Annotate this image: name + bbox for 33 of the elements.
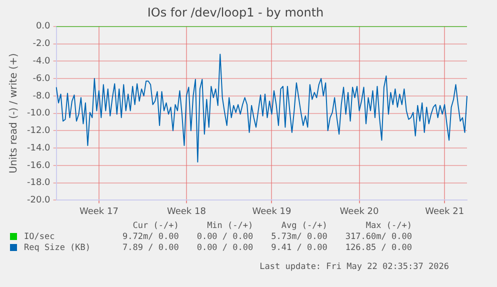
y-tick-label: -12.0 bbox=[26, 126, 51, 136]
y-tick-label: -8.0 bbox=[32, 91, 51, 102]
text: 7.89 / 0.00 bbox=[122, 243, 179, 254]
y-tick-label: -20.0 bbox=[26, 196, 51, 206]
text: 9.41 / 0.00 bbox=[270, 243, 328, 254]
y-tick-label: -18.0 bbox=[26, 178, 51, 188]
x-tick-label: Week 20 bbox=[340, 206, 380, 217]
text: Max (-/+) bbox=[364, 221, 412, 232]
chart-title: IOs for /dev/loop1 - by month bbox=[147, 5, 324, 20]
text: Min (-/+) bbox=[206, 221, 254, 232]
text: 9.72m/ 0.00 bbox=[122, 232, 179, 243]
y-tick-label: -14.0 bbox=[26, 143, 51, 154]
x-tick-label: Week 17 bbox=[79, 206, 118, 217]
y-tick-label: 0.0 bbox=[36, 22, 51, 32]
text: 317.60m/ 0.00 bbox=[344, 232, 412, 243]
text: 5.73m/ 0.00 bbox=[270, 232, 328, 243]
y-tick-label: -10.0 bbox=[26, 108, 51, 119]
y-tick-label: -6.0 bbox=[32, 74, 51, 84]
text: Avg (-/+) bbox=[280, 221, 328, 232]
y-axis-title: Units read (-) / write (+) bbox=[8, 53, 20, 174]
x-tick-label: Week 19 bbox=[252, 206, 292, 217]
y-tick-label: -16.0 bbox=[26, 160, 51, 171]
text: 0.00 / 0.00 bbox=[196, 243, 254, 254]
text: 0.00 / 0.00 bbox=[196, 232, 254, 243]
legend-label: IO/sec bbox=[23, 232, 56, 243]
y-tick-label: -4.0 bbox=[32, 56, 51, 67]
legend-label: Req Size (KB) bbox=[23, 243, 92, 254]
x-tick-label: Week 21 bbox=[425, 206, 464, 217]
text: Last update: Fri May 22 02:35:37 2026 bbox=[260, 262, 449, 272]
x-tick-label: Week 18 bbox=[166, 206, 206, 217]
text: 126.85 / 0.00 bbox=[344, 243, 412, 254]
y-tick-label: -2.0 bbox=[32, 39, 51, 50]
text: Cur (-/+) bbox=[132, 221, 179, 232]
